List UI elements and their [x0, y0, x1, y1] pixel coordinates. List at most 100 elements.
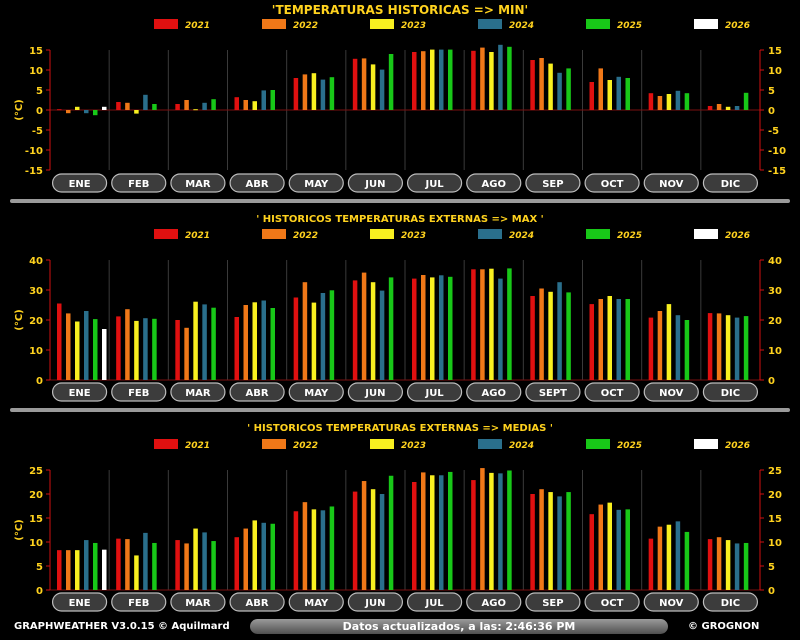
bar	[202, 102, 207, 110]
bar	[329, 506, 335, 590]
bar	[102, 329, 107, 380]
legend-swatch	[694, 439, 718, 449]
legend-swatch	[262, 19, 286, 29]
bar	[430, 49, 435, 110]
bar	[498, 473, 503, 590]
y-tick-label: 20	[768, 316, 782, 327]
bar	[193, 528, 198, 590]
month-pill	[288, 592, 344, 612]
bar	[589, 304, 594, 380]
bar	[202, 304, 207, 380]
panel-divider	[10, 199, 790, 203]
bar	[370, 282, 376, 380]
bar	[193, 301, 198, 380]
x-tick-label: NOV	[659, 179, 684, 190]
bar	[57, 109, 62, 111]
y-tick-label: 10	[768, 538, 782, 549]
bar	[716, 104, 722, 110]
month-pill	[51, 173, 108, 193]
bar	[293, 511, 299, 590]
bar	[379, 69, 385, 110]
bar	[388, 277, 394, 380]
y-tick-label: 15	[768, 46, 782, 57]
bar	[370, 489, 376, 590]
legend-label: 2022	[293, 441, 318, 451]
footer: GRAPHWEATHER V3.0.15 © Aquilmard Datos a…	[0, 616, 800, 640]
bar	[657, 311, 663, 380]
bar	[412, 482, 417, 590]
legend-swatch	[262, 439, 286, 449]
month-pill	[584, 382, 640, 402]
bar	[293, 297, 299, 380]
legend-swatch	[154, 19, 178, 29]
y-tick-label: 10	[29, 346, 43, 357]
month-pill	[170, 173, 226, 193]
bar	[211, 541, 216, 590]
bar	[311, 302, 317, 380]
bar	[716, 537, 722, 590]
bar	[421, 51, 426, 110]
legend-label: 2026	[725, 21, 750, 31]
legend-swatch	[586, 19, 610, 29]
x-tick-label: ABR	[246, 388, 269, 399]
bar	[152, 318, 157, 380]
bar	[388, 54, 394, 110]
bar	[539, 288, 544, 380]
y-tick-label: 15	[768, 514, 782, 525]
bar	[471, 269, 476, 380]
bar	[270, 90, 275, 110]
legend-label: 2024	[509, 231, 534, 241]
bar	[243, 100, 248, 110]
month-pill	[525, 382, 581, 402]
x-tick-label: JUN	[364, 598, 385, 609]
x-tick-label: MAR	[185, 179, 211, 190]
bar	[507, 46, 512, 110]
month-pill	[347, 382, 404, 402]
app-credit: GRAPHWEATHER V3.0.15 © Aquilmard	[14, 621, 230, 632]
bar	[607, 80, 612, 110]
y-tick-label: 0	[768, 106, 775, 117]
x-tick-label: JUN	[364, 388, 385, 399]
x-tick-label: MAY	[304, 598, 329, 609]
bar	[530, 296, 535, 380]
bar	[707, 313, 713, 380]
legend-swatch	[586, 229, 610, 239]
legend-label: 2025	[617, 21, 642, 31]
bar	[725, 315, 731, 380]
bar	[480, 468, 485, 590]
bar	[152, 104, 157, 110]
bar	[448, 49, 453, 110]
bar	[412, 278, 417, 380]
legend-swatch	[154, 439, 178, 449]
bar	[234, 97, 239, 110]
bar	[302, 74, 308, 110]
x-tick-label: NOV	[659, 388, 684, 399]
bar	[193, 109, 198, 111]
x-tick-label: AGO	[482, 388, 506, 399]
bar	[75, 321, 80, 380]
month-pill	[702, 382, 759, 402]
bar	[489, 52, 494, 110]
month-pill	[406, 592, 463, 612]
bar	[707, 539, 713, 590]
bar	[93, 542, 98, 590]
y-tick-label: 40	[29, 256, 43, 267]
legend-label: 2024	[509, 441, 534, 451]
bar	[421, 472, 426, 590]
y-tick-label: -10	[768, 146, 786, 157]
bar	[684, 320, 690, 380]
bar	[725, 106, 731, 110]
legend-swatch	[262, 229, 286, 239]
bar	[311, 509, 317, 590]
legend-label: 2023	[401, 441, 426, 451]
bar	[743, 542, 749, 590]
month-pill	[466, 382, 522, 402]
bar	[352, 280, 358, 380]
legend-swatch	[478, 229, 502, 239]
bar	[270, 523, 275, 590]
bar	[471, 50, 476, 110]
bar	[57, 303, 62, 380]
y-tick-label: 30	[768, 286, 782, 297]
bar	[530, 494, 535, 590]
bar	[143, 532, 148, 590]
